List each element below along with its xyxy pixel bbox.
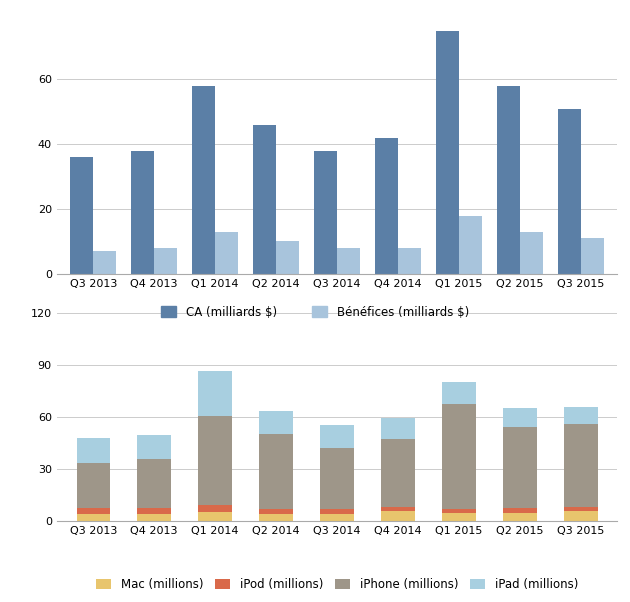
Bar [564, 511, 598, 521]
Bar [260, 434, 293, 509]
Bar [154, 248, 178, 274]
Bar [76, 514, 110, 521]
Bar [260, 514, 293, 521]
Bar [70, 157, 93, 274]
Bar [320, 509, 354, 514]
Bar [198, 371, 232, 417]
Bar [558, 108, 581, 274]
Bar [436, 31, 459, 274]
Bar [76, 462, 110, 507]
Bar [503, 508, 537, 513]
Bar [260, 509, 293, 514]
Bar [398, 248, 421, 274]
Bar [192, 86, 215, 274]
Bar [337, 248, 360, 274]
Bar [320, 514, 354, 521]
Legend: CA (milliards $), Bénéfices (milliards $): CA (milliards $), Bénéfices (milliards $… [158, 302, 472, 322]
Bar [198, 512, 232, 521]
Bar [260, 411, 293, 434]
Bar [442, 382, 476, 403]
Bar [131, 150, 154, 274]
Bar [520, 232, 543, 274]
Bar [581, 238, 604, 274]
Bar [320, 448, 354, 509]
Bar [76, 438, 110, 462]
Bar [496, 86, 520, 274]
Bar [137, 459, 171, 507]
Bar [442, 403, 476, 509]
Bar [564, 407, 598, 424]
Bar [503, 408, 537, 427]
Bar [375, 138, 398, 274]
Bar [564, 507, 598, 511]
Bar [137, 514, 171, 521]
Bar [503, 427, 537, 508]
Bar [381, 418, 415, 439]
Bar [215, 232, 238, 274]
Bar [253, 125, 276, 274]
Bar [442, 513, 476, 521]
Bar [320, 425, 354, 448]
Bar [564, 424, 598, 507]
Bar [314, 150, 337, 274]
Legend: Mac (millions), iPod (millions), iPhone (millions), iPad (millions): Mac (millions), iPod (millions), iPhone … [93, 574, 581, 595]
Bar [381, 511, 415, 521]
Bar [93, 251, 117, 274]
Bar [137, 507, 171, 514]
Bar [198, 504, 232, 512]
Bar [137, 435, 171, 459]
Bar [76, 507, 110, 514]
Bar [503, 513, 537, 521]
Bar [381, 439, 415, 507]
Bar [442, 509, 476, 513]
Bar [276, 241, 299, 274]
Bar [459, 216, 482, 274]
Bar [381, 507, 415, 511]
Bar [198, 417, 232, 504]
